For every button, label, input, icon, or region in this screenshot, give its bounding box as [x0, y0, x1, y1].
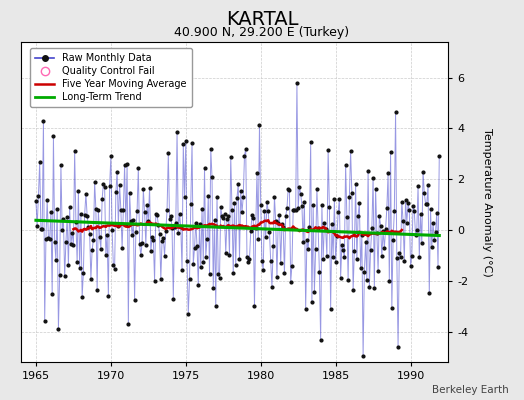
Text: Berkeley Earth: Berkeley Earth	[432, 385, 508, 395]
Text: 40.900 N, 29.200 E (Turkey): 40.900 N, 29.200 E (Turkey)	[174, 26, 350, 39]
Y-axis label: Temperature Anomaly (°C): Temperature Anomaly (°C)	[482, 128, 492, 276]
Legend: Raw Monthly Data, Quality Control Fail, Five Year Moving Average, Long-Term Tren: Raw Monthly Data, Quality Control Fail, …	[30, 48, 192, 107]
Text: KARTAL: KARTAL	[226, 10, 298, 29]
